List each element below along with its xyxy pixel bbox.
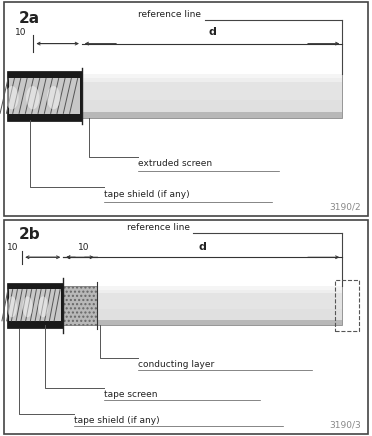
Bar — [97, 286, 342, 325]
Text: conducting layer: conducting layer — [138, 360, 214, 369]
Bar — [97, 290, 342, 309]
Bar — [97, 286, 342, 293]
Text: 3190/3: 3190/3 — [329, 420, 361, 429]
Text: reference line: reference line — [138, 10, 201, 19]
Text: 2b: 2b — [19, 227, 40, 242]
Text: reference line: reference line — [127, 223, 190, 232]
Ellipse shape — [7, 296, 17, 317]
Bar — [335, 280, 359, 330]
Text: 10: 10 — [7, 243, 18, 252]
Text: 10: 10 — [15, 28, 26, 37]
Text: 3190/2: 3190/2 — [329, 202, 361, 211]
Ellipse shape — [47, 86, 60, 109]
Text: 10: 10 — [78, 243, 89, 252]
Bar — [7, 71, 82, 121]
Bar — [7, 283, 63, 328]
Bar — [82, 78, 342, 100]
Text: extruded screen: extruded screen — [138, 159, 212, 168]
Bar — [63, 286, 97, 325]
Ellipse shape — [23, 296, 33, 317]
Text: d: d — [199, 242, 207, 252]
Bar — [9, 78, 81, 114]
Ellipse shape — [26, 86, 39, 109]
Bar — [82, 74, 342, 118]
Text: 2a: 2a — [19, 11, 40, 26]
Text: tape shield (if any): tape shield (if any) — [74, 416, 160, 426]
Text: d: d — [208, 27, 216, 37]
Text: tape shield (if any): tape shield (if any) — [104, 190, 190, 199]
Bar — [82, 112, 342, 118]
Text: tape screen: tape screen — [104, 390, 158, 399]
Ellipse shape — [38, 296, 48, 317]
Bar — [82, 74, 342, 82]
Ellipse shape — [5, 86, 19, 109]
Bar — [9, 289, 62, 321]
Bar — [97, 320, 342, 325]
Bar — [9, 78, 80, 114]
Bar — [9, 289, 61, 321]
